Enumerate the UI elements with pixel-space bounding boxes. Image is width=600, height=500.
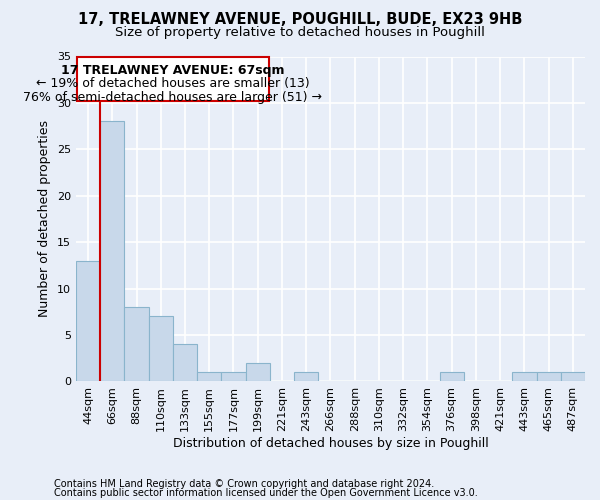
Bar: [512, 372, 536, 382]
Bar: [561, 372, 585, 382]
Bar: [149, 316, 173, 382]
Text: 17 TRELAWNEY AVENUE: 67sqm: 17 TRELAWNEY AVENUE: 67sqm: [61, 64, 284, 77]
Y-axis label: Number of detached properties: Number of detached properties: [38, 120, 52, 318]
Text: Contains HM Land Registry data © Crown copyright and database right 2024.: Contains HM Land Registry data © Crown c…: [54, 479, 434, 489]
Bar: [440, 372, 464, 382]
Bar: [100, 122, 124, 382]
X-axis label: Distribution of detached houses by size in Poughill: Distribution of detached houses by size …: [173, 437, 488, 450]
Bar: [536, 372, 561, 382]
Bar: [197, 372, 221, 382]
Text: 76% of semi-detached houses are larger (51) →: 76% of semi-detached houses are larger (…: [23, 91, 322, 104]
Bar: [245, 363, 270, 382]
FancyBboxPatch shape: [77, 56, 269, 101]
Bar: [173, 344, 197, 382]
Bar: [76, 261, 100, 382]
Text: Contains public sector information licensed under the Open Government Licence v3: Contains public sector information licen…: [54, 488, 478, 498]
Text: 17, TRELAWNEY AVENUE, POUGHILL, BUDE, EX23 9HB: 17, TRELAWNEY AVENUE, POUGHILL, BUDE, EX…: [78, 12, 522, 28]
Text: Size of property relative to detached houses in Poughill: Size of property relative to detached ho…: [115, 26, 485, 39]
Text: ← 19% of detached houses are smaller (13): ← 19% of detached houses are smaller (13…: [36, 78, 310, 90]
Bar: [294, 372, 319, 382]
Bar: [124, 307, 149, 382]
Bar: [221, 372, 245, 382]
